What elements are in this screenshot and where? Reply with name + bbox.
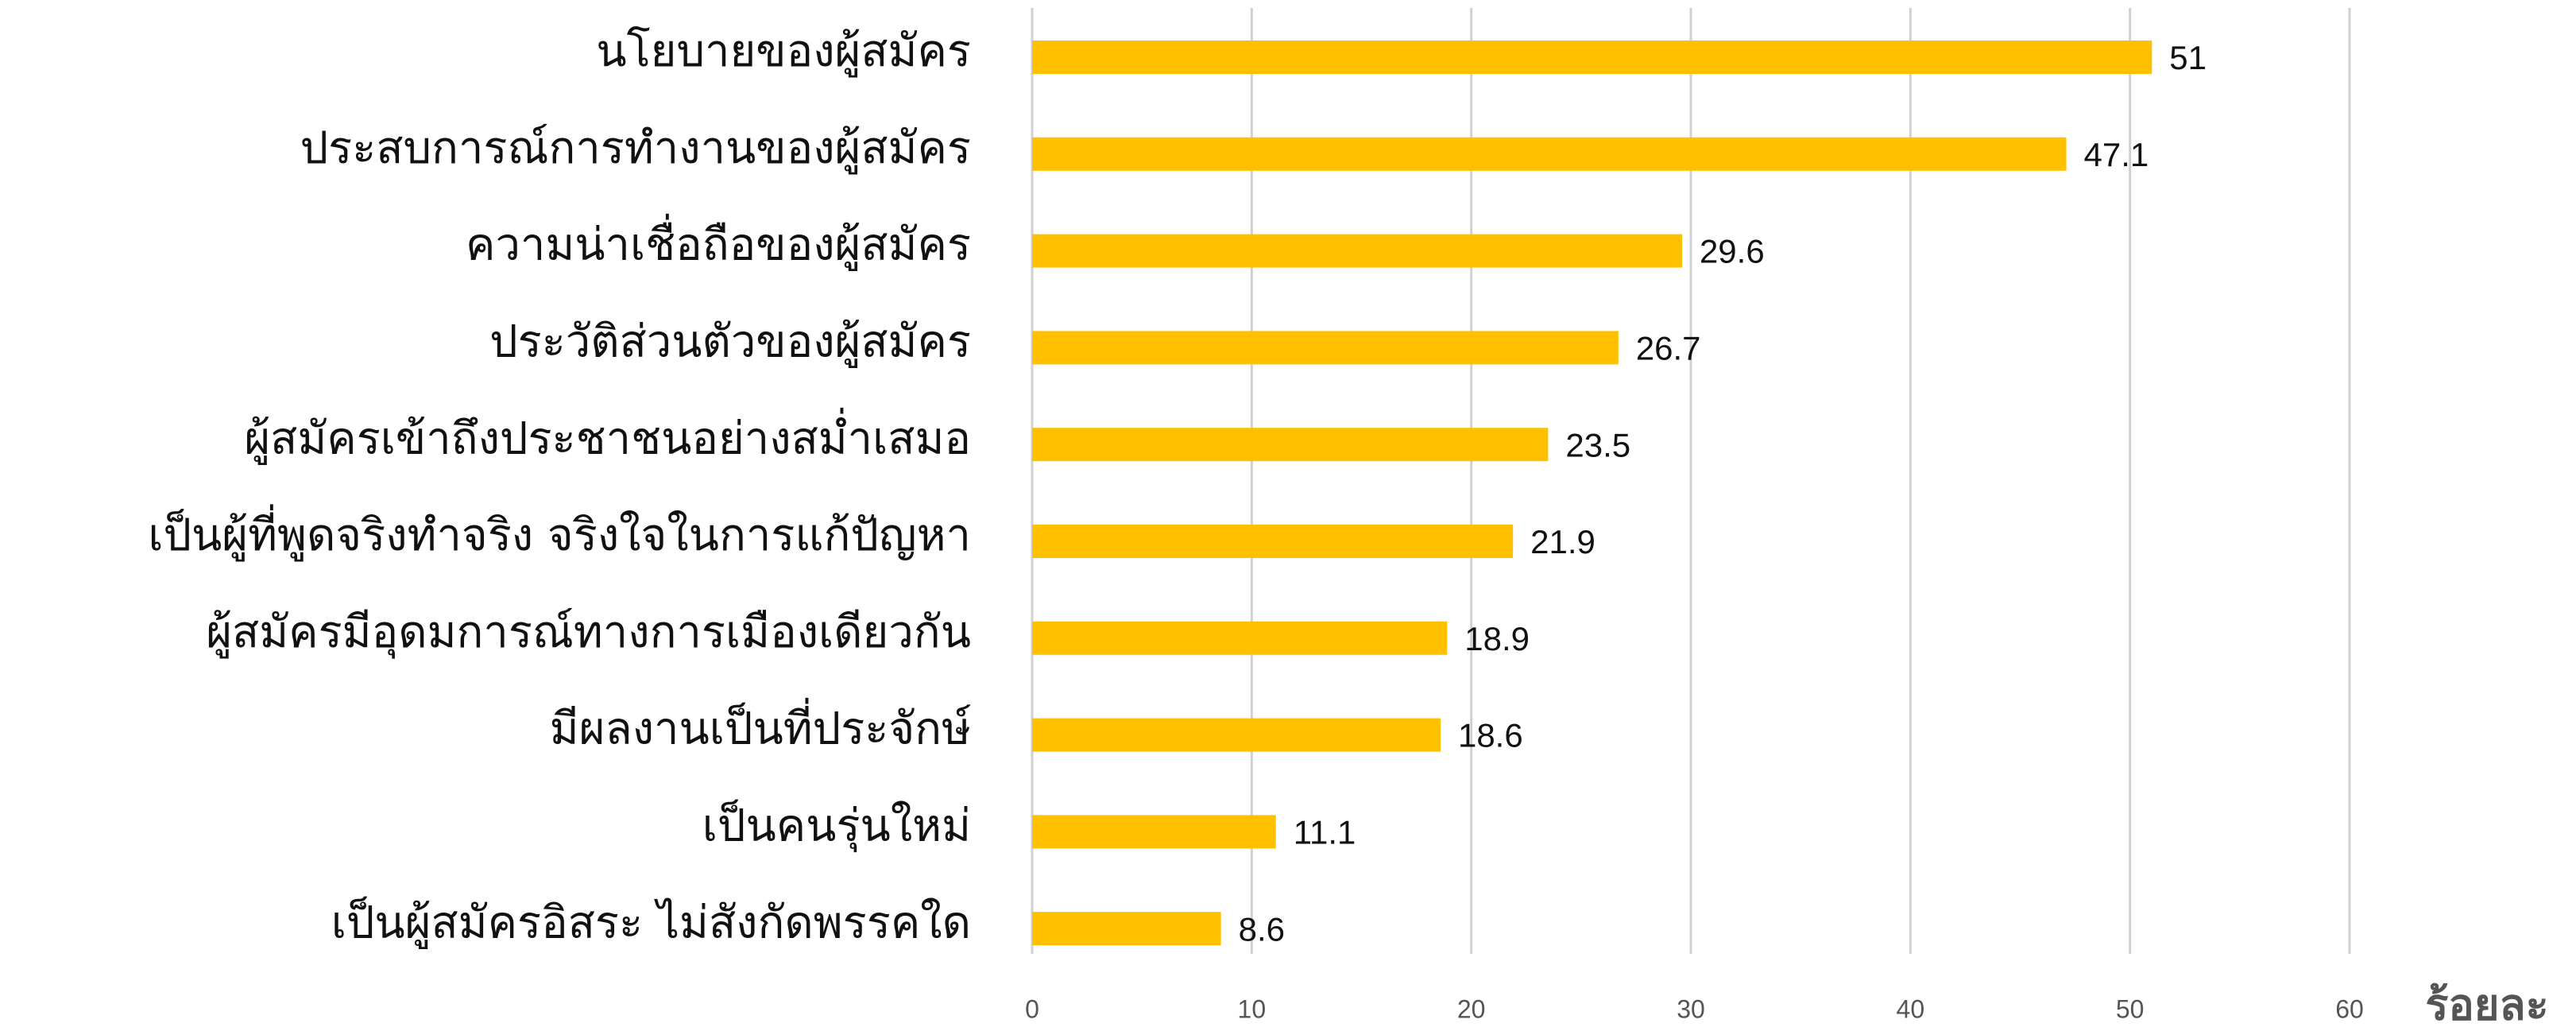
- category-label: เป็นคนรุ่นใหม่: [702, 799, 971, 853]
- bar: [1032, 525, 1514, 558]
- bar: [1032, 815, 1276, 849]
- value-label: 29.6: [1700, 233, 1765, 270]
- value-label: 21.9: [1530, 523, 1595, 560]
- category-label: เป็นผู้ที่พูดจริงทำจริง จริงใจในการแก้ปั…: [148, 504, 971, 562]
- x-tick-label: 30: [1677, 994, 1705, 1023]
- x-tick-label: 10: [1238, 994, 1267, 1023]
- value-label: 23.5: [1565, 426, 1630, 463]
- category-label: เป็นผู้สมัครอิสระ ไม่สังกัดพรรคใด: [331, 895, 971, 949]
- x-tick-label: 40: [1897, 994, 1925, 1023]
- category-label: ผู้สมัครเข้าถึงประชาชนอย่างสม่ำเสมอ: [244, 407, 971, 465]
- value-label: 18.6: [1458, 717, 1523, 754]
- x-axis-label: ร้อยละ: [2425, 980, 2548, 1030]
- value-label: 51: [2169, 39, 2207, 76]
- bar: [1032, 428, 1549, 462]
- value-label: 11.1: [1294, 813, 1356, 851]
- category-label: ผู้สมัครมีอุดมการณ์ทางการเมืองเดียวกัน: [206, 607, 971, 659]
- bar: [1032, 137, 2067, 171]
- bar: [1032, 234, 1682, 268]
- x-tick-label: 50: [2116, 994, 2145, 1023]
- category-label: มีผลงานเป็นที่ประจักษ์: [550, 698, 972, 755]
- category-label: ประสบการณ์การทำงานของผู้สมัคร: [300, 122, 971, 175]
- x-tick-label: 60: [2335, 994, 2364, 1023]
- value-label: 47.1: [2084, 136, 2149, 173]
- value-label: 8.6: [1239, 910, 1285, 948]
- value-label: 26.7: [1636, 329, 1701, 366]
- bar: [1032, 331, 1619, 365]
- category-label: ความน่าเชื่อถือของผู้สมัคร: [466, 214, 971, 272]
- bar: [1032, 912, 1221, 946]
- bar: [1032, 718, 1441, 752]
- value-label: 18.9: [1464, 620, 1530, 657]
- bar: [1032, 41, 2152, 74]
- x-tick-label: 20: [1457, 994, 1486, 1023]
- x-tick-label: 0: [1025, 994, 1039, 1023]
- category-label: นโยบายของผู้สมัคร: [596, 25, 971, 78]
- bar: [1032, 621, 1448, 655]
- category-label: ประวัติส่วนตัวของผู้สมัคร: [489, 316, 971, 369]
